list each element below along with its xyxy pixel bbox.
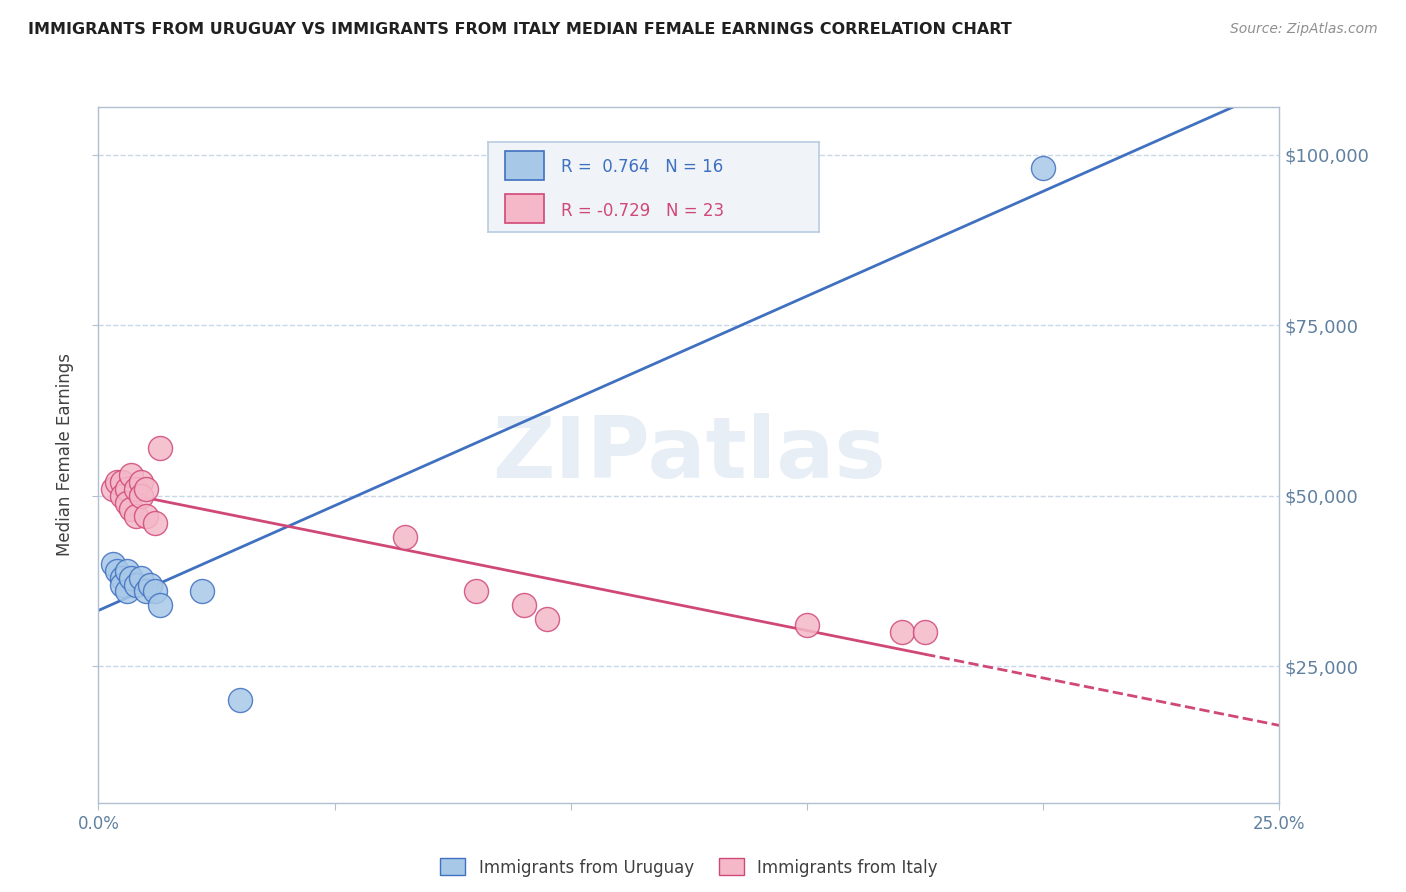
Point bbox=[890, 625, 912, 640]
Point bbox=[101, 482, 124, 496]
Point bbox=[105, 564, 128, 578]
Point bbox=[796, 618, 818, 632]
Y-axis label: Median Female Earnings: Median Female Earnings bbox=[56, 353, 75, 557]
Point bbox=[115, 584, 138, 599]
Point bbox=[394, 530, 416, 544]
Point bbox=[129, 489, 152, 503]
Point bbox=[465, 584, 488, 599]
Point bbox=[149, 441, 172, 455]
Point bbox=[135, 509, 157, 524]
Text: Source: ZipAtlas.com: Source: ZipAtlas.com bbox=[1230, 22, 1378, 37]
Point bbox=[125, 482, 148, 496]
Text: ZIPatlas: ZIPatlas bbox=[492, 413, 886, 497]
Point bbox=[125, 509, 148, 524]
Point bbox=[135, 584, 157, 599]
Point bbox=[111, 577, 134, 591]
Point bbox=[115, 482, 138, 496]
Point bbox=[111, 475, 134, 490]
Point bbox=[129, 571, 152, 585]
Point bbox=[115, 564, 138, 578]
Point bbox=[1032, 161, 1054, 176]
Point bbox=[914, 625, 936, 640]
Point bbox=[191, 584, 214, 599]
Point bbox=[536, 612, 558, 626]
Point bbox=[111, 571, 134, 585]
Point bbox=[143, 584, 166, 599]
Legend: Immigrants from Uruguay, Immigrants from Italy: Immigrants from Uruguay, Immigrants from… bbox=[432, 850, 946, 885]
Point bbox=[149, 598, 172, 612]
Point bbox=[229, 693, 252, 707]
Point bbox=[135, 482, 157, 496]
Text: IMMIGRANTS FROM URUGUAY VS IMMIGRANTS FROM ITALY MEDIAN FEMALE EARNINGS CORRELAT: IMMIGRANTS FROM URUGUAY VS IMMIGRANTS FR… bbox=[28, 22, 1012, 37]
Point bbox=[121, 502, 143, 516]
Point bbox=[129, 475, 152, 490]
Point bbox=[105, 475, 128, 490]
Point bbox=[143, 516, 166, 530]
Point bbox=[512, 598, 534, 612]
Point bbox=[101, 557, 124, 571]
Point bbox=[139, 577, 162, 591]
Point bbox=[111, 489, 134, 503]
Point bbox=[125, 577, 148, 591]
Point bbox=[121, 468, 143, 483]
Point bbox=[121, 571, 143, 585]
Point bbox=[115, 496, 138, 510]
